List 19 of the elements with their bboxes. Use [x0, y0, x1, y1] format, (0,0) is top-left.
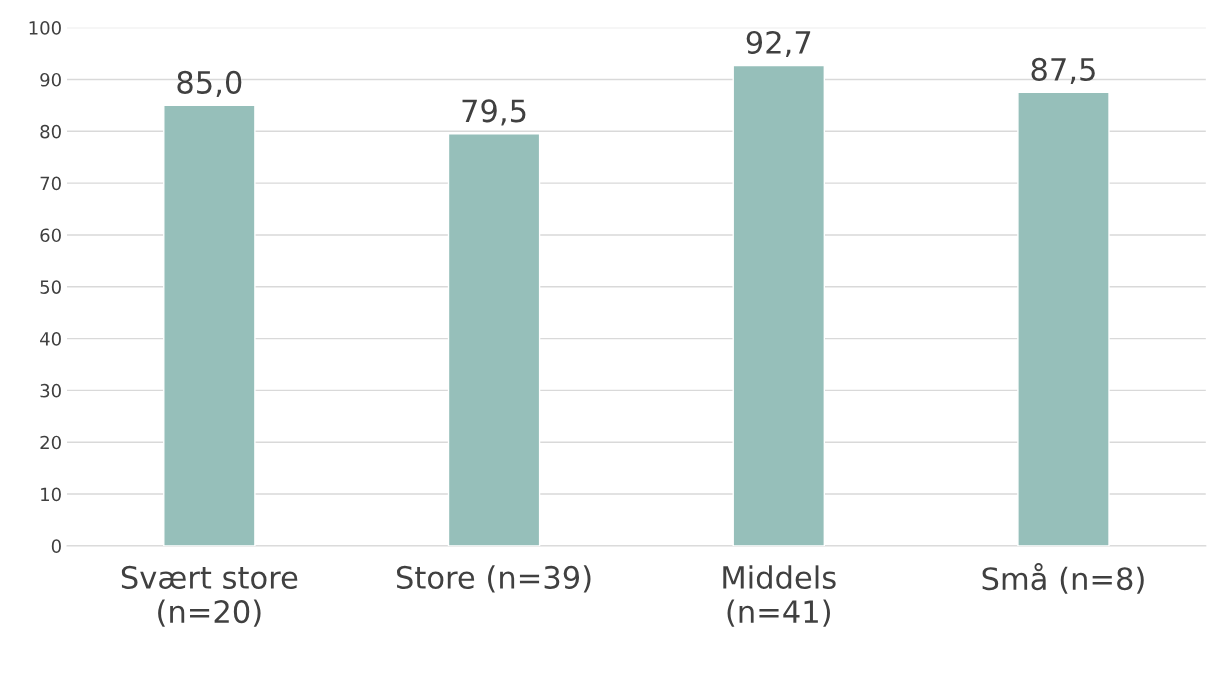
x-tick-label: Store (n=39)	[396, 565, 591, 593]
x-tick-label: Middels (n=41)	[723, 565, 836, 627]
x-tick-label: Svært store (n=20)	[121, 565, 298, 627]
data-label: 92,7	[746, 30, 811, 58]
y-tick-label: 80	[40, 124, 61, 139]
y-tick-label: 40	[40, 332, 61, 346]
y-tick-label: 30	[40, 383, 61, 398]
y-tick-label: 70	[40, 176, 61, 191]
y-tick-label: 10	[41, 487, 61, 502]
data-label: 79,5	[462, 99, 526, 126]
y-tick-label: 60	[40, 228, 61, 243]
y-tick-label: 90	[40, 72, 61, 87]
data-label: 85,0	[177, 70, 242, 98]
y-tick-label: 100	[29, 21, 61, 35]
data-label: 87,5	[1031, 57, 1095, 85]
y-tick-label: 0	[51, 539, 61, 554]
x-tick-label: Små (n=8)	[982, 563, 1144, 594]
y-tick-label: 50	[40, 280, 61, 294]
y-tick-label: 20	[40, 435, 61, 450]
